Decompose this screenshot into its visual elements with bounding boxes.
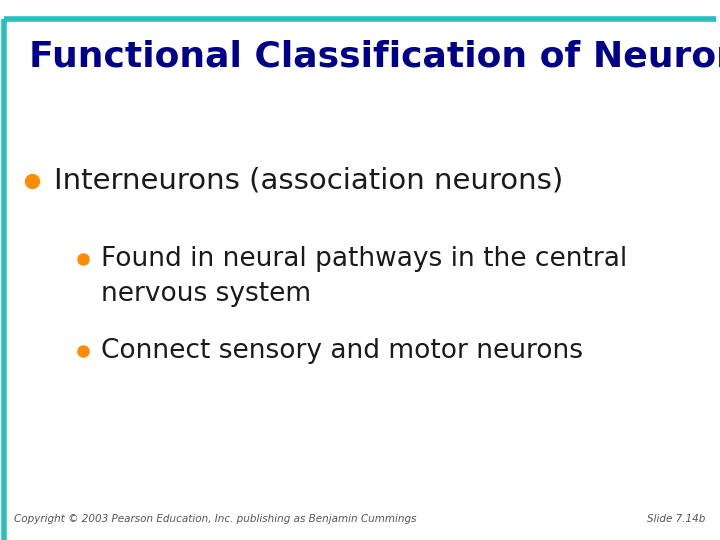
Text: nervous system: nervous system xyxy=(101,281,311,307)
Text: Slide 7.14b: Slide 7.14b xyxy=(647,514,706,524)
Text: Found in neural pathways in the central: Found in neural pathways in the central xyxy=(101,246,627,272)
Text: Copyright © 2003 Pearson Education, Inc. publishing as Benjamin Cummings: Copyright © 2003 Pearson Education, Inc.… xyxy=(14,514,417,524)
Text: Interneurons (association neurons): Interneurons (association neurons) xyxy=(54,167,563,195)
Text: Connect sensory and motor neurons: Connect sensory and motor neurons xyxy=(101,338,582,364)
Text: Functional Classification of Neurons: Functional Classification of Neurons xyxy=(29,40,720,73)
